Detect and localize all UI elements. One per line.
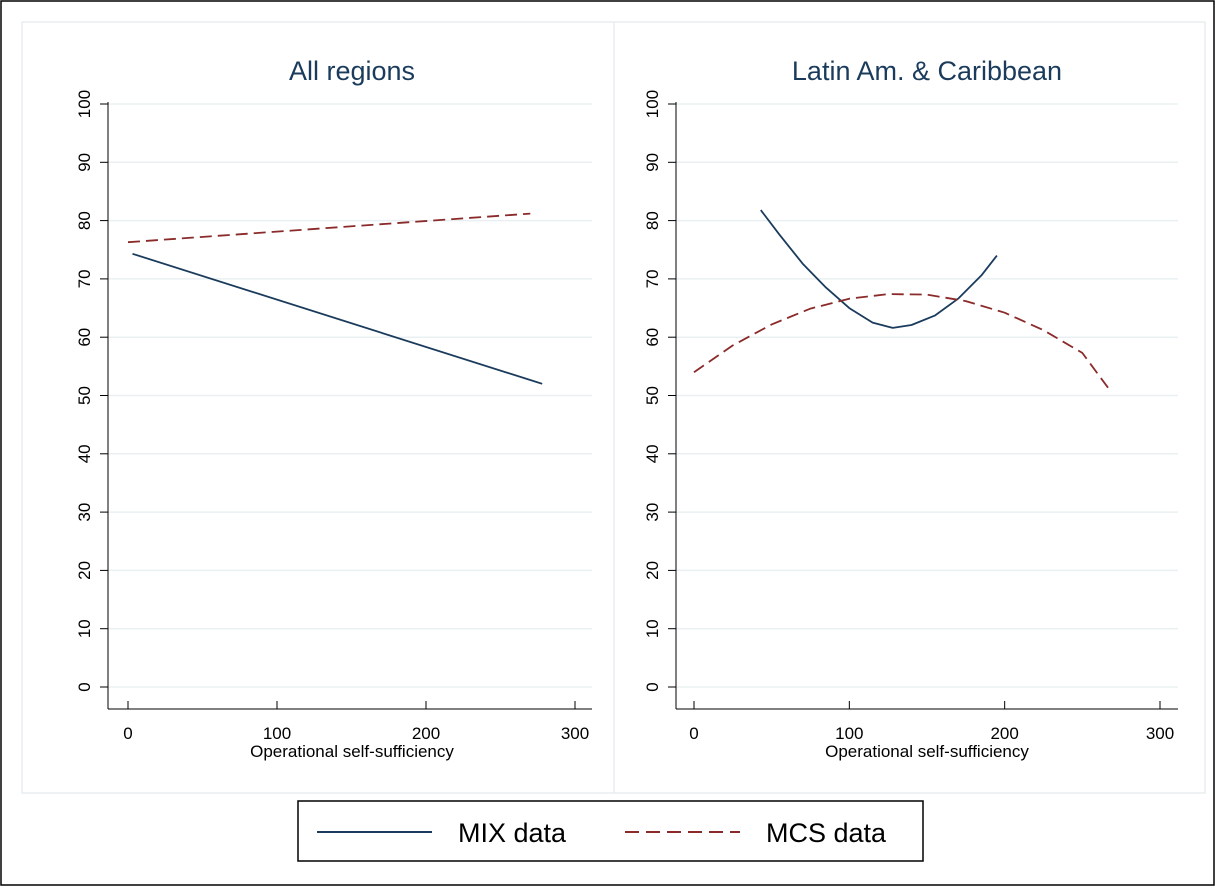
axes (675, 102, 1178, 710)
x-tick-label: 300 (1146, 724, 1174, 743)
y-tick-label: 10 (75, 619, 94, 638)
y-tick-label: 60 (643, 328, 662, 347)
panel-latin-america-caribbean: Latin Am. & Caribbean 0 10 20 30 40 50 60 70 80 9… (613, 21, 1206, 794)
y-tick-label: 20 (643, 561, 662, 580)
x-tick-label: 0 (123, 724, 132, 743)
grid (676, 103, 1178, 688)
x-tick-label: 300 (561, 724, 589, 743)
y-tick-label: 20 (75, 561, 94, 580)
x-axis-label: Operational self-sufficiency (825, 742, 1029, 761)
grid (108, 103, 592, 688)
y-tick-label: 50 (75, 386, 94, 405)
x-tick-label: 100 (263, 724, 291, 743)
x-axis-label: Operational self-sufficiency (250, 742, 454, 761)
x-tick-label: 200 (990, 724, 1018, 743)
y-tick-label: 60 (75, 328, 94, 347)
series-layer (693, 209, 1112, 392)
y-tick-label: 0 (643, 682, 662, 691)
y-tick-label: 80 (643, 211, 662, 230)
series-line-mix (760, 209, 998, 329)
y-tick-label: 30 (643, 503, 662, 522)
y-tick-label: 70 (643, 269, 662, 288)
legend-label-mcs: MCS data (766, 818, 887, 848)
x-tick-label: 0 (689, 724, 698, 743)
panel-all-regions: All regions 0 10 20 30 40 50 60 70 80 90 100 0 100 20… (21, 21, 615, 794)
y-tick-label: 50 (643, 386, 662, 405)
x-tick-label: 200 (412, 724, 440, 743)
series-line-mcs (127, 212, 531, 244)
y-tick-label: 10 (643, 619, 662, 638)
panel-background (613, 21, 1206, 794)
panel-title: Latin Am. & Caribbean (792, 56, 1062, 86)
legend-label-mix: MIX data (458, 818, 567, 848)
series-layer (127, 212, 543, 385)
panel-title: All regions (289, 56, 415, 86)
series-line-mcs (693, 293, 1112, 392)
y-tick-label: 30 (75, 503, 94, 522)
series-line-mix (132, 252, 543, 385)
y-tick-label: 80 (75, 211, 94, 230)
ticks: 0 10 20 30 40 50 60 70 80 90 100 0 100 200 300 (75, 90, 589, 743)
y-tick-label: 70 (75, 269, 94, 288)
panel-background (21, 21, 615, 794)
axes (107, 102, 592, 710)
x-tick-label: 100 (835, 724, 863, 743)
y-tick-label: 100 (75, 90, 94, 118)
y-tick-label: 40 (75, 444, 94, 463)
y-tick-label: 90 (643, 153, 662, 172)
y-tick-label: 90 (75, 153, 94, 172)
y-tick-label: 0 (75, 682, 94, 691)
legend: MIX data MCS data (297, 800, 924, 862)
y-tick-label: 40 (643, 444, 662, 463)
ticks: 0 10 20 30 40 50 60 70 80 90 100 0 100 200 300 (643, 90, 1174, 743)
y-tick-label: 100 (643, 90, 662, 118)
